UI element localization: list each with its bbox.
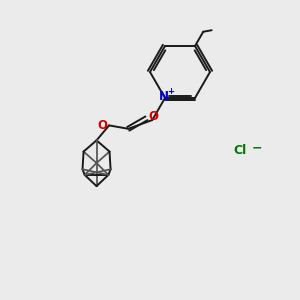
Text: O: O xyxy=(97,119,107,132)
Text: −: − xyxy=(251,141,262,154)
Text: N: N xyxy=(158,90,169,103)
Text: +: + xyxy=(167,88,174,97)
Text: Cl: Cl xyxy=(233,143,247,157)
Text: O: O xyxy=(148,110,158,123)
